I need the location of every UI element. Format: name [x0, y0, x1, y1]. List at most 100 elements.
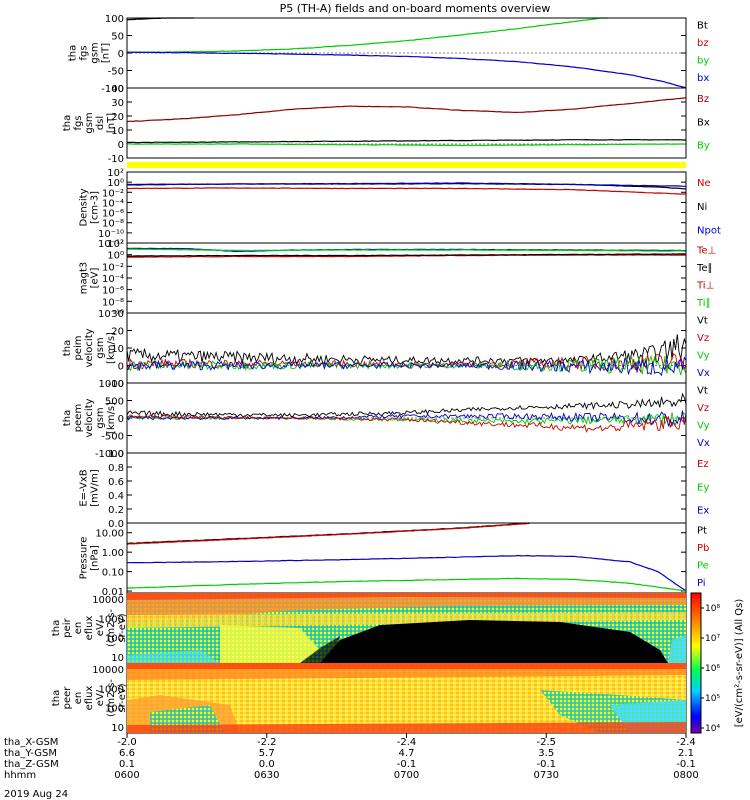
series-Vy	[126, 354, 687, 376]
colorbar-tick: 10⁸	[705, 604, 720, 614]
series-Te∥	[126, 253, 687, 257]
panel-frame	[126, 382, 687, 454]
colorbar-tick: 10⁷	[705, 634, 720, 644]
legend-Vt: Vt	[697, 386, 708, 397]
colorbar-label: [eV/(cm²-s-sr-eV)] (All Qs)	[734, 599, 745, 728]
series-bx	[126, 51, 687, 89]
y-tick-label: 10000	[92, 595, 124, 606]
x-tick-label: -2.2	[257, 737, 277, 748]
y-tick-label: -10	[108, 379, 124, 390]
y-tick-label: 10⁰	[107, 251, 124, 262]
y-tick-label: 10²	[107, 239, 124, 250]
panel-frame	[126, 171, 687, 244]
legend-Te∥: Te∥	[696, 263, 713, 274]
y-tick-label: 40	[111, 84, 124, 95]
series-Vx	[126, 356, 687, 377]
x-tick-label: 0630	[254, 770, 279, 781]
panel-ylabel: thapeirenefluxeV/(cm2-s-sr-eV)	[51, 609, 128, 647]
x-tick-label: 4.7	[399, 748, 415, 759]
panel-fgs_gsm: -100 -50 0 50 100 thafgsgsm[nT] Bt bz by bx	[68, 14, 710, 95]
legend-Ti⊥: Ti⊥	[696, 281, 714, 292]
panel-density: 10⁻¹²10⁻¹⁰10⁻⁸10⁻⁶10⁻⁴10⁻²10⁰10²Density[…	[79, 168, 721, 250]
y-tick-label: 0.10	[102, 568, 124, 579]
y-tick-label: 0.8	[108, 463, 124, 474]
y-tick-label: 10	[111, 344, 124, 355]
legend-Pb: Pb	[697, 543, 709, 554]
x-tick-label: 0600	[114, 770, 139, 781]
panel-peem_velocity: -1000 -500 0 500 1000 thapeemvelocitygsm[km/s…	[62, 379, 710, 460]
y-tick-label: -100	[101, 84, 124, 95]
x-tick-label: 0800	[673, 770, 698, 781]
panel-peim_velocity: -10 0 10 20 30 thapeimvelocitygsm[km/s] Vt Vz Vy…	[62, 309, 710, 390]
legend-Pe: Pe	[697, 561, 709, 572]
y-tick-label: 10⁻⁶	[102, 286, 124, 297]
x-axis: tha_X-GSMtha_Y-GSMtha_Z-GSMhhmm-2.06.60.…	[4, 733, 699, 781]
y-tick-label: 0	[118, 414, 124, 425]
panel-ylabel: thafgsgsm[nT]	[68, 42, 112, 63]
series-Npot	[126, 182, 686, 187]
x-tick-label: -2.4	[397, 737, 417, 748]
y-tick-label: -500	[101, 432, 124, 443]
y-tick-label: 20	[111, 327, 124, 338]
panel-ylabel: Pressure[nPa]	[79, 537, 101, 580]
y-tick-label: 10	[111, 653, 124, 664]
ion-spectrogram	[127, 593, 686, 663]
y-tick-label: 10⁻¹⁰	[98, 229, 124, 240]
series-Pb	[126, 522, 530, 545]
y-tick-label: -1000	[95, 449, 124, 460]
y-tick-label: 10⁰	[107, 178, 124, 189]
panel-frame	[126, 87, 687, 159]
y-tick-label: 0.0	[108, 519, 124, 530]
legend-bz: bz	[697, 38, 709, 49]
axis-row-label: tha_Z-GSM	[4, 759, 59, 770]
series-Pi	[127, 554, 687, 592]
x-tick-label: -2.4	[676, 737, 696, 748]
x-tick-label: -0.1	[397, 759, 417, 770]
y-tick-label: 1.00	[102, 548, 124, 559]
series-by	[126, 17, 608, 54]
y-tick-label: 10⁻¹²	[98, 239, 124, 250]
panel-frame	[126, 242, 687, 314]
y-tick-label: 10⁻⁶	[102, 209, 124, 220]
legend-By: By	[697, 141, 710, 152]
legend-Ne: Ne	[697, 178, 711, 189]
series-Vz	[126, 413, 687, 433]
legend-Npot: Npot	[697, 226, 721, 237]
x-tick-label: 3.5	[538, 748, 554, 759]
axis-row-label: tha_X-GSM	[4, 737, 58, 748]
y-tick-label: 10²	[107, 168, 124, 179]
y-tick-label: 30	[111, 98, 124, 109]
y-tick-label: 10⁻⁴	[102, 274, 124, 285]
y-tick-label: 0	[118, 140, 124, 151]
legend-Bz: Bz	[697, 94, 709, 105]
colorbar-tick: 10⁶	[705, 664, 720, 674]
electron-spectrogram	[127, 663, 686, 733]
y-tick-label: 30	[111, 309, 124, 320]
legend-Vt: Vt	[697, 316, 708, 327]
axis-row-label: hhmm	[4, 770, 36, 781]
legend-Ey: Ey	[697, 482, 709, 493]
legend-Bt: Bt	[697, 21, 708, 32]
y-tick-label: 0.01	[102, 587, 124, 598]
legend-bx: bx	[697, 73, 709, 84]
series-Bz	[126, 97, 687, 123]
x-tick-label: -2.5	[536, 737, 556, 748]
legend-Vy: Vy	[697, 421, 710, 432]
status-bar	[127, 162, 686, 168]
axis-row-label: tha_Y-GSM	[4, 748, 57, 759]
panel-ylabel: Density[cm-3]	[79, 188, 101, 226]
y-tick-label: 0.2	[108, 505, 124, 516]
y-tick-label: 100	[105, 704, 124, 715]
colorbar-ticks: 10⁴ 10⁵ 10⁶ 10⁷ 10⁸	[701, 604, 720, 734]
series-Pe	[126, 577, 687, 592]
colorbar-tick: 10⁵	[705, 694, 720, 704]
y-tick-label: 10⁻⁸	[102, 297, 124, 308]
legend-Ez: Ez	[697, 459, 709, 470]
panel-ylabel: thapeemvelocitygsm[km/s]	[62, 398, 117, 437]
series-By	[126, 143, 687, 147]
legend-Vx: Vx	[697, 368, 710, 379]
y-tick-label: 1000	[99, 684, 124, 695]
